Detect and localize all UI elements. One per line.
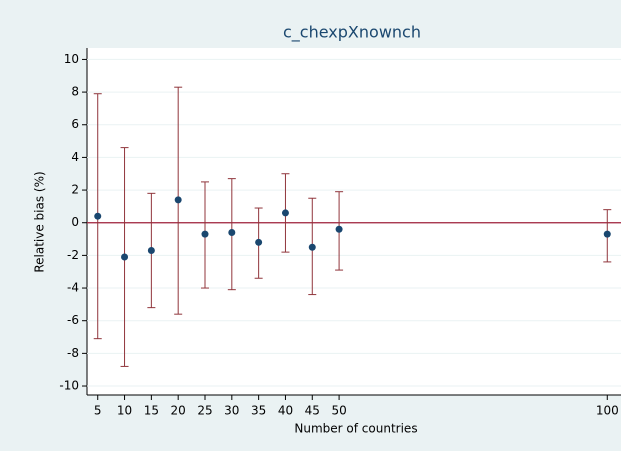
x-tick-label: 100	[596, 404, 619, 418]
x-tick-label: 5	[94, 404, 102, 418]
point	[201, 230, 209, 238]
x-tick-label: 30	[224, 404, 239, 418]
chart-title: c_chexpXnownch	[283, 23, 421, 43]
x-tick-label: 15	[144, 404, 159, 418]
y-tick-label: 4	[71, 150, 79, 164]
x-tick-label: 40	[278, 404, 293, 418]
y-tick-label: 2	[71, 183, 79, 197]
plot-area	[87, 48, 621, 395]
point	[174, 196, 182, 204]
x-axis-label: Number of countries	[294, 422, 417, 436]
x-tick-label: 45	[305, 404, 320, 418]
point	[147, 246, 155, 254]
point	[228, 229, 236, 237]
y-tick-label: 0	[71, 215, 79, 229]
x-tick-label: 10	[117, 404, 132, 418]
x-tick-label: 35	[251, 404, 266, 418]
y-tick-label: -8	[67, 346, 79, 360]
x-tick-label: 20	[171, 404, 186, 418]
y-tick-label: -6	[67, 313, 79, 327]
y-tick-label: -4	[67, 281, 79, 295]
point	[335, 225, 343, 233]
y-tick-label: 6	[71, 117, 79, 131]
point	[308, 243, 316, 251]
x-tick-label: 50	[331, 404, 346, 418]
y-axis-label: Relative bias (%)	[33, 171, 47, 272]
point	[121, 253, 129, 261]
y-tick-label: -10	[59, 379, 79, 393]
y-tick-label: -2	[67, 248, 79, 262]
point	[255, 238, 263, 246]
x-tick-label: 25	[197, 404, 212, 418]
y-tick-label: 10	[64, 52, 79, 66]
point	[94, 212, 102, 220]
y-tick-label: 8	[71, 85, 79, 99]
point	[281, 209, 289, 217]
point	[603, 230, 611, 238]
